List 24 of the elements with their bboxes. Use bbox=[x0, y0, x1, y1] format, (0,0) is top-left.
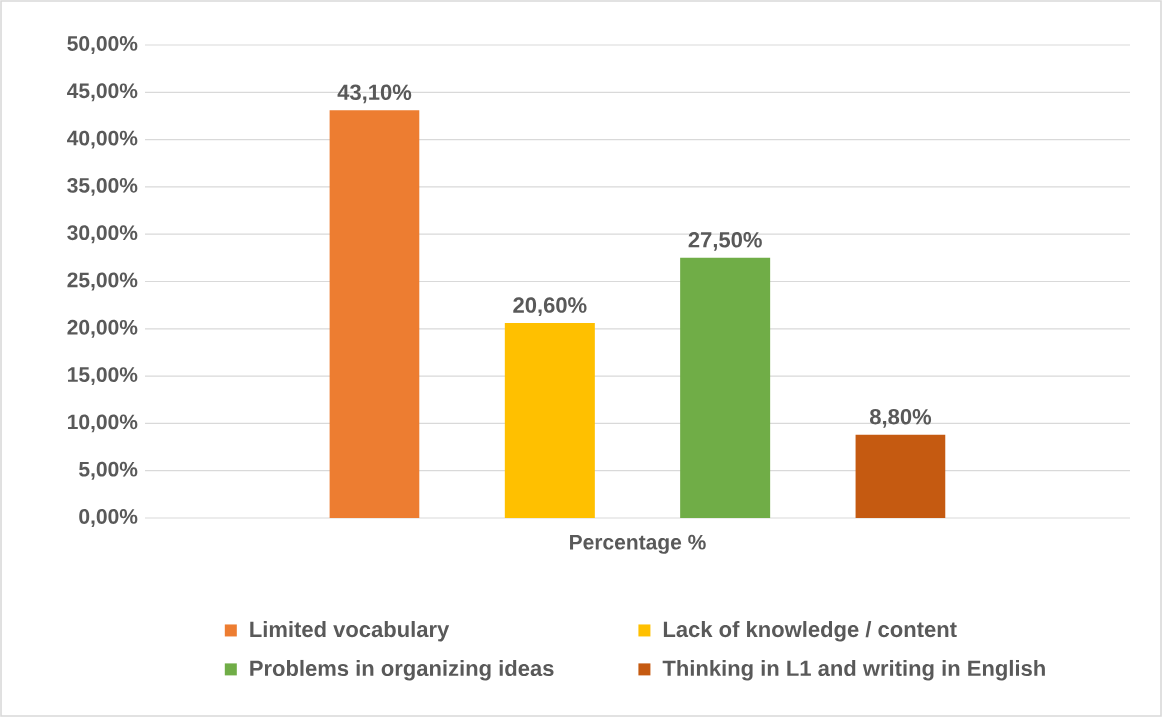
legend-label: Thinking in L1 and writing in English bbox=[662, 659, 1045, 681]
y-tick-label: 25,00% bbox=[67, 272, 138, 291]
y-tick-label: 15,00% bbox=[68, 367, 138, 386]
legend-label: Limited vocabulary bbox=[250, 620, 450, 642]
data-label: 20,60% bbox=[513, 297, 587, 317]
legend-label: Lack of knowledge / content bbox=[663, 620, 957, 642]
data-label: 43,10% bbox=[337, 84, 412, 104]
y-tick-label: 45,00% bbox=[67, 83, 138, 102]
bar bbox=[504, 323, 595, 518]
bar bbox=[329, 110, 420, 518]
bar bbox=[855, 434, 946, 518]
y-tick-label: 5,00% bbox=[79, 461, 138, 480]
y-tick-label: 20,00% bbox=[67, 319, 138, 338]
data-label: 8,80% bbox=[869, 408, 932, 428]
y-tick-label: 50,00% bbox=[67, 36, 138, 54]
y-tick-label: 40,00% bbox=[67, 130, 138, 149]
y-tick-label: 30,00% bbox=[67, 225, 138, 244]
x-axis-title: Percentage % bbox=[570, 534, 706, 554]
y-tick-label: 10,00% bbox=[68, 414, 138, 433]
y-tick-label: 0,00% bbox=[79, 509, 138, 527]
y-tick-label: 35,00% bbox=[67, 177, 138, 196]
bar bbox=[680, 257, 771, 518]
data-label: 27,50% bbox=[688, 232, 762, 251]
legend-label: Problems in organizing ideas bbox=[250, 659, 554, 681]
